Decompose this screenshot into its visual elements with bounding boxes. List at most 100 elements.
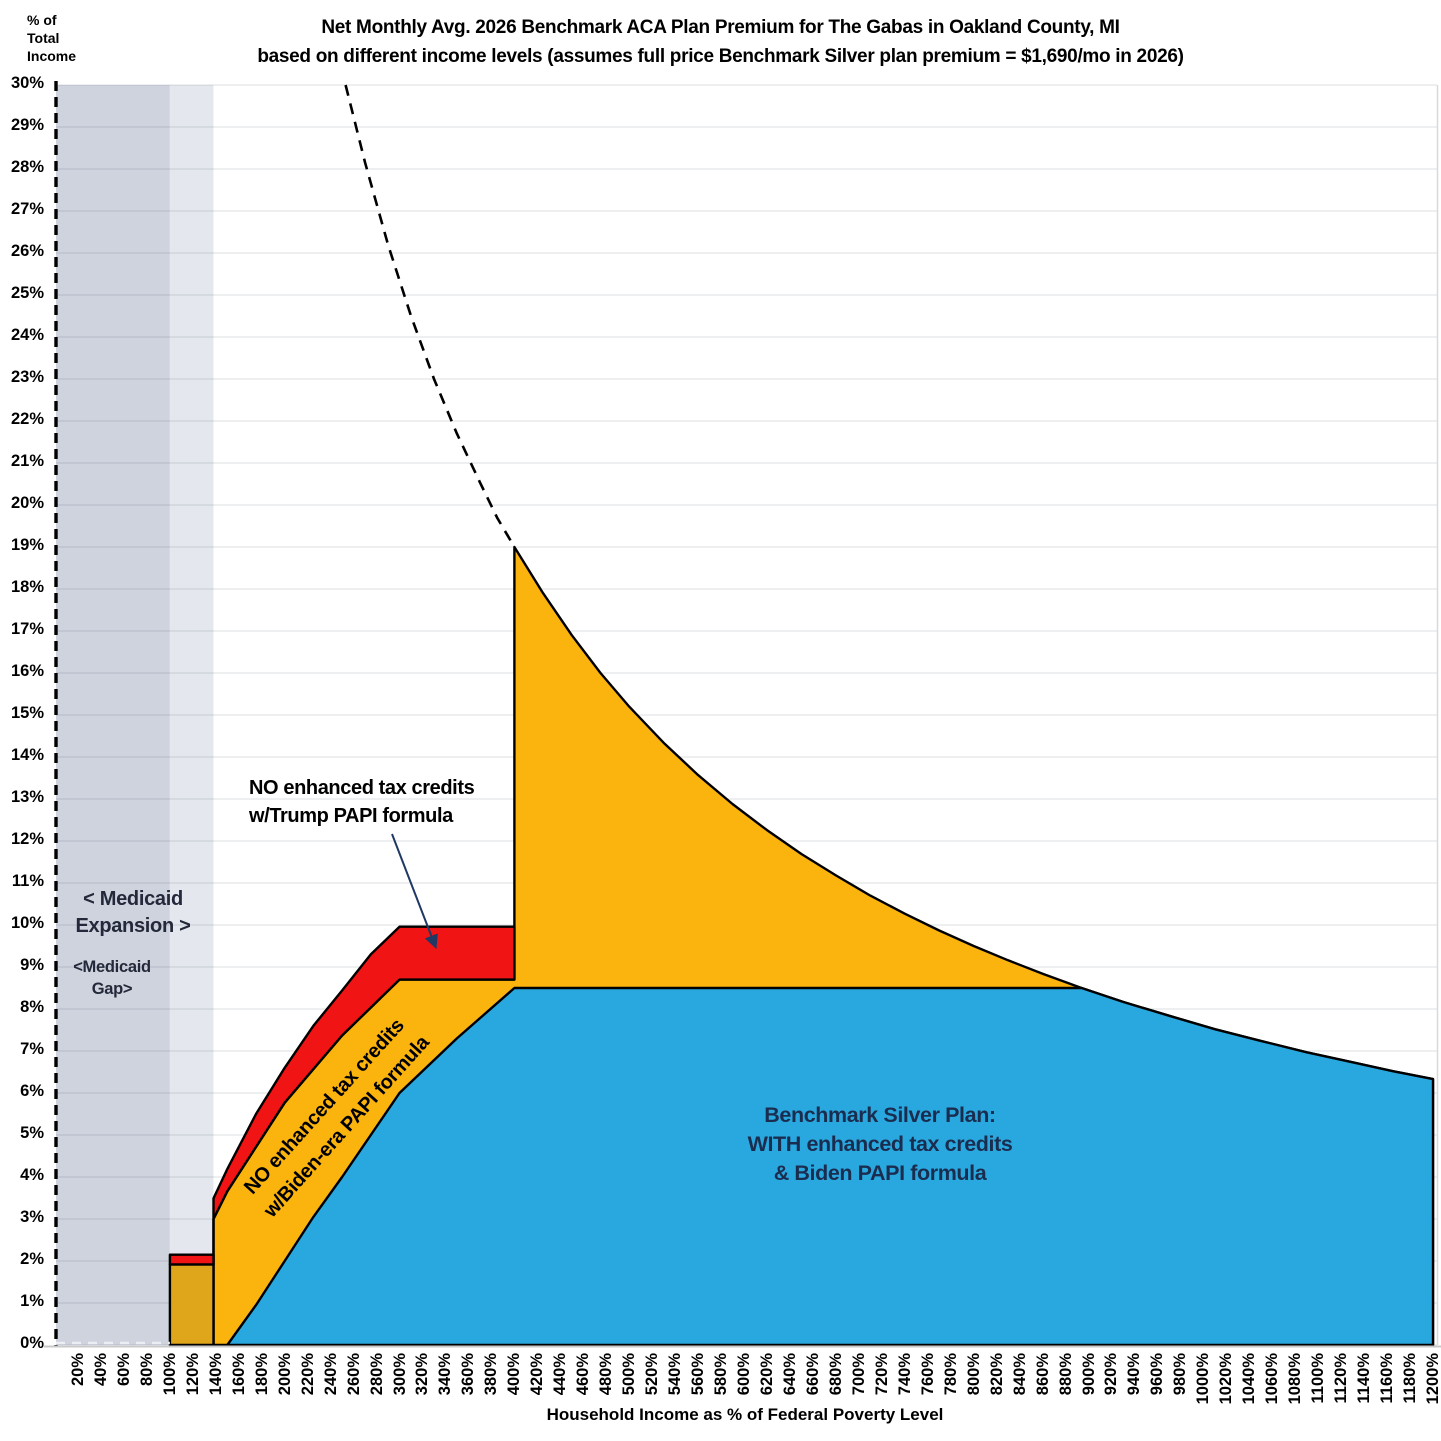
gold-block-medicaid-gap	[168, 1263, 215, 1347]
x-tick-label: 420%	[528, 1353, 547, 1396]
x-tick-label: 740%	[895, 1353, 914, 1396]
y-tick-label: 26%	[10, 242, 44, 260]
x-tick-label: 780%	[941, 1353, 960, 1396]
x-tick-label: 140%	[206, 1353, 225, 1396]
y-axis-title: % of Total Income	[27, 12, 77, 64]
x-tick-label: 500%	[620, 1353, 639, 1396]
y-tick-label: 13%	[10, 788, 44, 806]
y-tick-label: 4%	[20, 1166, 44, 1184]
x-tick-label: 1080%	[1286, 1353, 1305, 1405]
y-tick-label: 2%	[20, 1250, 44, 1268]
y-tick-label: 24%	[10, 326, 44, 344]
x-tick-label: 380%	[482, 1353, 501, 1396]
x-tick-label: 360%	[459, 1353, 478, 1396]
red-block-medicaid-gap	[168, 1253, 215, 1266]
x-tick-label: 1100%	[1309, 1353, 1328, 1404]
x-tick-label: 340%	[436, 1353, 455, 1396]
x-tick-label: 80%	[137, 1353, 156, 1387]
x-tick-label: 540%	[666, 1353, 685, 1396]
x-tick-label: 20%	[69, 1353, 87, 1387]
x-tick-label: 1180%	[1401, 1353, 1420, 1404]
y-tick-label: 25%	[10, 284, 44, 302]
x-tick-label: 620%	[757, 1353, 776, 1396]
trump-papi-annotation: NO enhanced tax credits w/Trump PAPI for…	[249, 777, 475, 827]
y-tick-label: 23%	[10, 368, 44, 386]
chart-title-line2: based on different income levels (assume…	[257, 46, 1184, 67]
x-tick-label: 820%	[987, 1353, 1006, 1396]
y-tick-label: 30%	[10, 74, 44, 92]
x-tick-label: 200%	[275, 1353, 294, 1396]
x-tick-label: 860%	[1033, 1353, 1052, 1396]
y-tick-label: 21%	[10, 452, 44, 470]
y-tick-label: 15%	[10, 704, 44, 722]
x-tick-label: 760%	[918, 1353, 937, 1396]
y-tick-label: 12%	[10, 830, 44, 848]
x-tick-label: 260%	[344, 1353, 363, 1396]
x-tick-label: 960%	[1148, 1353, 1167, 1396]
medicaid-expansion-band	[56, 85, 170, 1345]
x-tick-label: 700%	[849, 1353, 868, 1396]
benchmark-silver-annotation: Benchmark Silver Plan: WITH enhanced tax…	[747, 1103, 1013, 1185]
y-tick-label: 16%	[10, 662, 44, 680]
x-tick-label: 480%	[597, 1353, 616, 1396]
x-tick-label: 460%	[574, 1353, 593, 1396]
x-tick-label: 880%	[1056, 1353, 1075, 1396]
x-tick-label: 1200%	[1424, 1353, 1441, 1405]
x-tick-label: 1000%	[1194, 1353, 1213, 1405]
trump-annotation-arrow	[391, 833, 438, 949]
x-tick-label: 920%	[1102, 1353, 1121, 1396]
x-tick-label: 600%	[735, 1353, 754, 1396]
x-tick-label: 660%	[803, 1353, 822, 1396]
y-tick-label: 27%	[10, 200, 44, 218]
y-tick-label: 7%	[20, 1040, 44, 1058]
x-tick-label: 400%	[505, 1353, 524, 1396]
y-tick-label: 10%	[10, 914, 44, 932]
x-tick-label: 120%	[183, 1353, 202, 1396]
y-tick-label: 20%	[10, 494, 44, 512]
x-tick-label: 60%	[114, 1353, 133, 1387]
x-tick-label: 980%	[1171, 1353, 1190, 1396]
x-tick-label: 100%	[160, 1353, 179, 1396]
x-tick-label: 320%	[413, 1353, 432, 1396]
y-tick-label: 6%	[20, 1082, 44, 1100]
y-tick-label: 28%	[10, 158, 44, 176]
medicaid-expansion-label: < Medicaid Expansion >	[75, 888, 191, 937]
chart-title-line1: Net Monthly Avg. 2026 Benchmark ACA Plan…	[321, 17, 1120, 38]
x-tick-label: 240%	[321, 1353, 340, 1396]
x-tick-label: 40%	[91, 1353, 110, 1387]
medicaid-gap-band	[169, 85, 214, 1345]
y-tick-label: 1%	[20, 1292, 44, 1310]
x-tick-label: 720%	[872, 1353, 891, 1396]
x-tick-label: 640%	[780, 1353, 799, 1396]
x-tick-label: 1040%	[1240, 1353, 1259, 1405]
x-tick-label: 1020%	[1217, 1353, 1236, 1405]
full-price-no-subsidy-dashed	[344, 84, 516, 548]
x-tick-label: 180%	[252, 1353, 271, 1396]
y-tick-label: 0%	[20, 1334, 44, 1352]
x-tick-label: 560%	[689, 1353, 708, 1396]
y-tick-label: 22%	[10, 410, 44, 428]
x-tick-label: 840%	[1010, 1353, 1029, 1396]
x-tick-label: 440%	[551, 1353, 570, 1396]
x-axis-title: Household Income as % of Federal Poverty…	[546, 1405, 944, 1424]
x-tick-label: 1140%	[1355, 1353, 1374, 1404]
x-tick-label: 160%	[229, 1353, 248, 1396]
y-tick-label: 11%	[11, 872, 44, 890]
y-tick-label: 14%	[10, 746, 44, 764]
y-tick-label: 29%	[10, 116, 44, 134]
y-tick-label: 18%	[10, 578, 44, 596]
x-tick-label: 300%	[390, 1353, 409, 1396]
y-tick-label: 5%	[20, 1124, 44, 1142]
y-tick-label: 9%	[20, 956, 44, 974]
y-tick-label: 17%	[10, 620, 44, 638]
y-tick-label: 19%	[10, 536, 44, 554]
x-tick-label: 580%	[712, 1353, 731, 1396]
medicaid-gap-label: <Medicaid Gap>	[73, 958, 151, 998]
no-credits-trump-papi-area	[212, 925, 516, 1266]
x-tick-label: 520%	[643, 1353, 662, 1396]
x-tick-label: 1160%	[1378, 1353, 1397, 1404]
x-tick-label: 1120%	[1332, 1353, 1351, 1404]
chart-title: Net Monthly Avg. 2026 Benchmark ACA Plan…	[0, 13, 1441, 71]
